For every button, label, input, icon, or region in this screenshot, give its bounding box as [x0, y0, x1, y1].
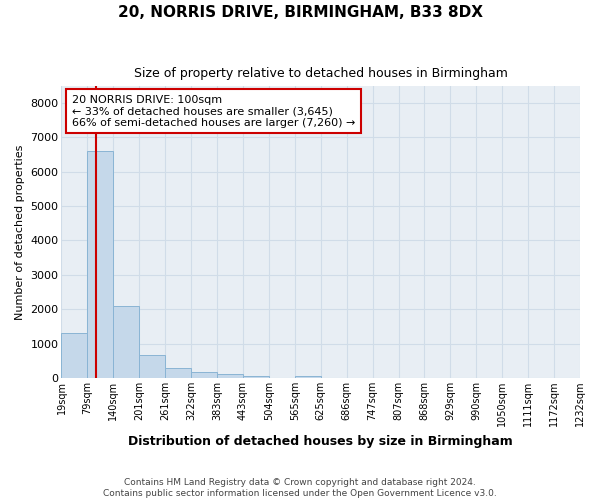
- Bar: [139, 355, 165, 378]
- Bar: [88, 151, 113, 378]
- Bar: [165, 368, 191, 378]
- Text: 20, NORRIS DRIVE, BIRMINGHAM, B33 8DX: 20, NORRIS DRIVE, BIRMINGHAM, B33 8DX: [118, 5, 482, 20]
- Text: 20 NORRIS DRIVE: 100sqm
← 33% of detached houses are smaller (3,645)
66% of semi: 20 NORRIS DRIVE: 100sqm ← 33% of detache…: [72, 94, 355, 128]
- Bar: [61, 333, 88, 378]
- X-axis label: Distribution of detached houses by size in Birmingham: Distribution of detached houses by size …: [128, 434, 513, 448]
- Y-axis label: Number of detached properties: Number of detached properties: [15, 144, 25, 320]
- Bar: [243, 376, 269, 378]
- Text: Contains HM Land Registry data © Crown copyright and database right 2024.
Contai: Contains HM Land Registry data © Crown c…: [103, 478, 497, 498]
- Bar: [191, 372, 217, 378]
- Bar: [295, 376, 321, 378]
- Title: Size of property relative to detached houses in Birmingham: Size of property relative to detached ho…: [134, 68, 508, 80]
- Bar: [217, 374, 243, 378]
- Bar: [113, 306, 139, 378]
